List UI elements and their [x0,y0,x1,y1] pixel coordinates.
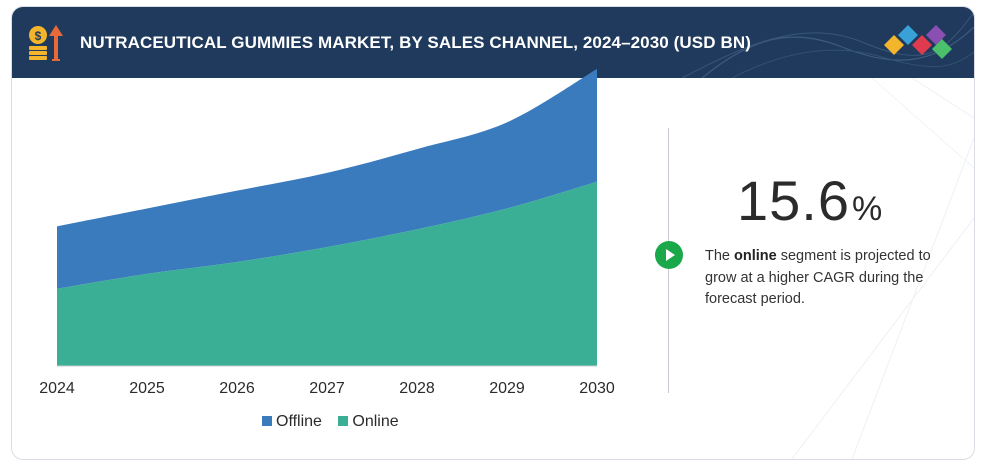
chart-legend: Offline Online [262,413,411,431]
cagr-stat: 15.6% [737,168,882,233]
cagr-unit: % [852,190,883,228]
x-tick-label: 2028 [399,380,435,397]
cagr-value: 15.6 [737,169,850,232]
play-icon [655,241,683,269]
area-online [57,181,597,366]
area-offline [57,68,597,289]
desc-text-after: segment is projected to grow at a higher… [705,248,931,307]
legend-swatch-online [338,416,349,426]
header-bar: $ NUTRACEUTICAL GUMMIES MARKET, BY SALES… [12,7,974,78]
x-tick-label: 2029 [489,380,525,397]
x-tick-label: 2030 [579,380,615,397]
money-growth-icon: $ [29,25,63,61]
x-tick-label: 2024 [39,380,75,397]
legend-label-online: Online [352,413,399,430]
legend-swatch-offline [262,416,272,426]
desc-text-bold: online [734,248,777,264]
diamond-logo-icon [884,25,952,59]
legend-item-online: Online [338,413,399,430]
legend-item-offline: Offline [262,413,322,430]
cagr-description: The online segment is projected to grow … [705,246,945,311]
x-tick-label: 2027 [309,380,345,397]
x-tick-label: 2026 [219,380,255,397]
chart-title: NUTRACEUTICAL GUMMIES MARKET, BY SALES C… [80,33,751,52]
x-tick-label: 2025 [129,380,165,397]
svg-text:$: $ [35,29,42,43]
legend-label-offline: Offline [276,413,322,430]
background-decoration [791,78,974,459]
desc-text-before: The [705,248,735,264]
